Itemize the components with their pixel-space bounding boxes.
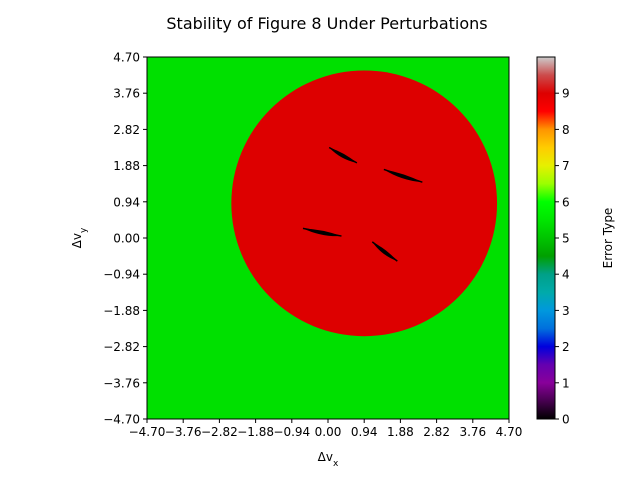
stable-island-tail-4 [371, 241, 398, 262]
y-axis: −4.70 −3.76 −2.82 −1.88 −0.94 0.00 0.94 1.88 2.8… [103, 51, 147, 427]
y-tick-label: 0.94 [113, 195, 140, 209]
colorbar-tick-label: 4 [562, 268, 570, 282]
stable-island-tail-3 [302, 227, 342, 237]
x-axis: −4.70 −3.76 −2.82 −1.88 −0.94 0.00 0.94 1.88 2.8… [129, 419, 523, 439]
colorbar-tick-label: 2 [562, 340, 570, 354]
colorbar-tick-label: 6 [562, 195, 570, 209]
y-tick-label: −3.76 [103, 376, 140, 390]
colorbar: 0 1 2 3 4 5 6 7 8 9 [536, 56, 570, 427]
x-axis-label-sub: x [333, 459, 339, 469]
unstable-region [231, 70, 498, 337]
colorbar-label: Error Type [601, 208, 615, 269]
y-tick-label: 0.00 [113, 232, 140, 246]
y-axis-label-main: Δv [70, 233, 84, 248]
y-tick-label: −4.70 [103, 413, 140, 427]
stable-island-tail-2 [383, 168, 423, 183]
x-axis-label: Δvx [318, 450, 339, 469]
colorbar-tick-label: 0 [562, 413, 570, 427]
x-tick-label: 0.00 [315, 425, 342, 439]
y-tick-label: 4.70 [113, 51, 140, 65]
y-tick-label: 2.82 [113, 123, 140, 137]
y-tick-label: −0.94 [103, 268, 140, 282]
y-tick-label: 1.88 [113, 159, 140, 173]
colorbar-tick-label: 9 [562, 87, 570, 101]
y-tick-label: −1.88 [103, 304, 140, 318]
colorbar-tick-label: 1 [562, 376, 570, 390]
colorbar-tick-label: 5 [562, 232, 570, 246]
x-tick-label: −3.76 [165, 425, 202, 439]
x-axis-label-main: Δv [318, 450, 333, 464]
colorbar-tick-label: 3 [562, 304, 570, 318]
x-tick-label: 3.76 [459, 425, 486, 439]
plot-area [146, 56, 510, 420]
x-tick-label: 0.94 [351, 425, 378, 439]
x-tick-label: 4.70 [496, 425, 523, 439]
x-tick-label: −1.88 [237, 425, 274, 439]
x-tick-label: −2.82 [201, 425, 238, 439]
x-tick-label: −4.70 [129, 425, 166, 439]
y-axis-label: Δvy [70, 227, 89, 248]
chart-title: Stability of Figure 8 Under Perturbation… [166, 14, 487, 33]
x-tick-label: 1.88 [387, 425, 414, 439]
colorbar-tick-label: 7 [562, 159, 570, 173]
y-tick-label: −2.82 [103, 340, 140, 354]
stable-island-tail-1 [328, 146, 358, 164]
colorbar-scale [536, 56, 556, 420]
colorbar-tick-label: 8 [562, 123, 570, 137]
x-tick-label: 2.82 [423, 425, 450, 439]
y-tick-label: 3.76 [113, 87, 140, 101]
y-axis-label-sub: y [79, 227, 89, 233]
x-tick-label: −0.94 [273, 425, 310, 439]
